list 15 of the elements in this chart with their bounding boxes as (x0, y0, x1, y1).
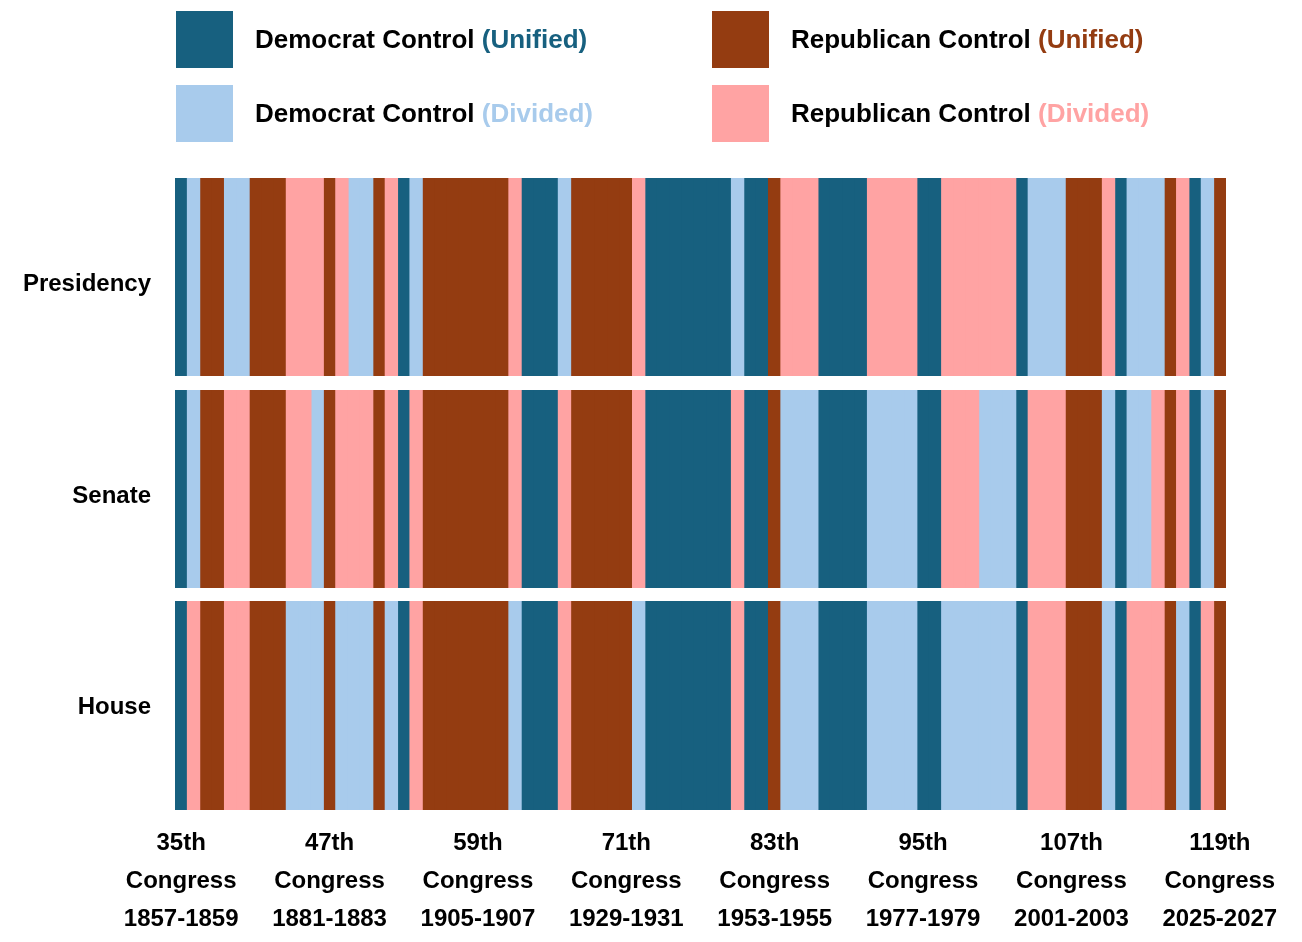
x-tick-label: 95th Congress 1977-1979 (865, 827, 981, 931)
x-tick-label: 59th Congress 1905-1907 (420, 827, 536, 931)
x-tick-label: 35th Congress 1857-1859 (123, 827, 239, 931)
legend-label: Democrat Control (Divided) (255, 98, 594, 129)
legend-label: Democrat Control (Unified) (255, 24, 588, 55)
y-axis-title: House (77, 691, 151, 720)
y-axis-title: Senate (72, 480, 151, 509)
legend-label: Republican Control (Divided) (791, 98, 1150, 129)
x-tick-label: 71th Congress 1929-1931 (568, 827, 684, 931)
x-tick-label: 119th Congress 2025-2027 (1162, 827, 1278, 931)
legend-label: Republican Control (Unified) (791, 24, 1144, 55)
x-tick-label: 107th Congress 2001-2003 (1014, 827, 1129, 931)
y-axis-title: Presidency (22, 268, 151, 297)
x-tick-label: 83th Congress 1953-1955 (717, 827, 833, 931)
x-tick-label: 47th Congress 1881-1883 (272, 827, 387, 931)
